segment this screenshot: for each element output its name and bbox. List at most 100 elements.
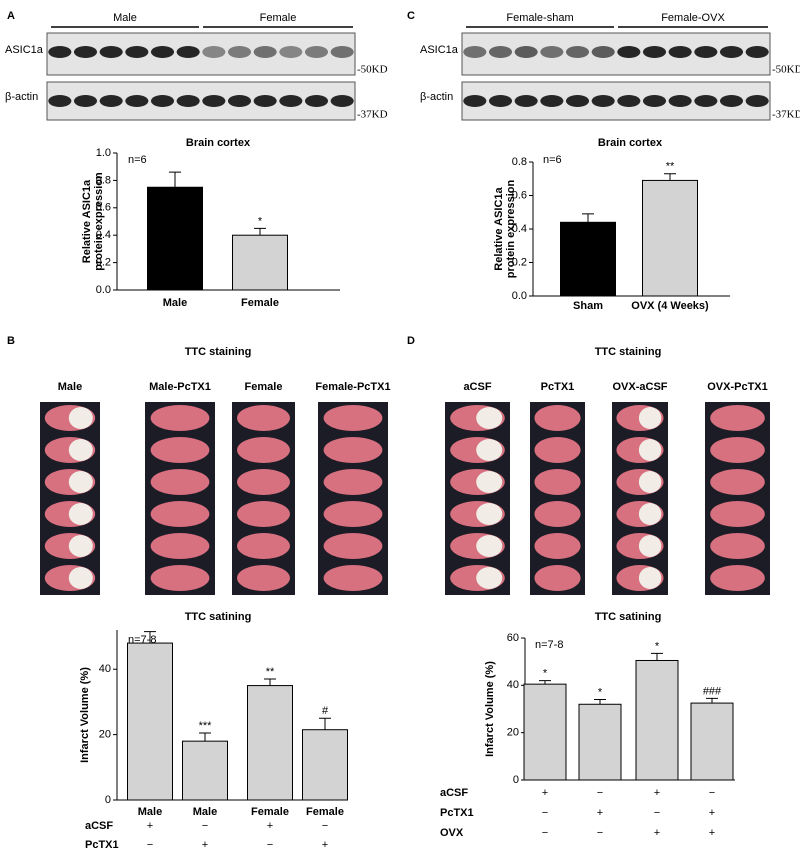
brain-slice bbox=[710, 405, 765, 431]
blot-group-label: Female-OVX bbox=[661, 12, 725, 24]
condition-sign: − bbox=[709, 787, 715, 799]
significance-mark: * bbox=[598, 686, 603, 698]
y-tick-label: 0 bbox=[513, 774, 519, 786]
brain-slice bbox=[323, 565, 383, 591]
brain-slice bbox=[323, 437, 383, 463]
blot-band bbox=[48, 95, 72, 107]
blot-box bbox=[46, 81, 356, 121]
infarct bbox=[68, 439, 93, 461]
blot-band bbox=[591, 46, 615, 58]
blot-band bbox=[617, 46, 641, 58]
infarct bbox=[476, 535, 503, 557]
blot-row-label: β-actin bbox=[5, 91, 38, 103]
bar bbox=[635, 659, 679, 781]
significance-mark: # bbox=[322, 705, 329, 717]
blot-band bbox=[540, 46, 564, 58]
condition-sign: + bbox=[542, 787, 548, 799]
blot-band bbox=[514, 46, 538, 58]
significance-mark: ** bbox=[666, 161, 675, 173]
blot-band bbox=[330, 46, 354, 58]
brain-slice bbox=[237, 565, 290, 591]
condition-sign: + bbox=[654, 787, 660, 799]
blot-band bbox=[227, 95, 252, 107]
error-bar bbox=[664, 173, 676, 181]
image-label: OVX-aCSF bbox=[612, 381, 667, 393]
image-label: OVX-PcTX1 bbox=[707, 381, 768, 393]
blot-band bbox=[304, 46, 329, 58]
blot-band bbox=[617, 95, 641, 107]
stain-image bbox=[612, 402, 668, 595]
brain-slice bbox=[534, 469, 581, 495]
blot-row-label: β-actin bbox=[420, 91, 453, 103]
brain-slice bbox=[237, 469, 290, 495]
infarct bbox=[638, 503, 662, 525]
blot-box bbox=[46, 32, 356, 76]
brain-slice bbox=[237, 405, 290, 431]
significance-mark: ### bbox=[703, 685, 722, 697]
y-tick-label: 20 bbox=[507, 727, 519, 739]
y-tick-label: 40 bbox=[507, 679, 519, 691]
condition-sign: + bbox=[597, 807, 603, 819]
stain-image bbox=[530, 402, 585, 595]
error-bar bbox=[582, 213, 594, 223]
brain-slice bbox=[237, 437, 290, 463]
bar bbox=[147, 186, 203, 291]
blot-band bbox=[279, 95, 303, 107]
image-label: Female-PcTX1 bbox=[315, 381, 390, 393]
blot-band bbox=[565, 46, 590, 58]
condition-sign: − bbox=[322, 820, 328, 832]
brain-slice bbox=[710, 437, 765, 463]
blot-band bbox=[176, 46, 200, 58]
size-marker: -37KD bbox=[772, 109, 800, 121]
stain-image bbox=[705, 402, 770, 595]
error-bar bbox=[706, 697, 718, 704]
sample-size: n=6 bbox=[128, 154, 147, 166]
y-axis-label: Relative ASIC1a bbox=[81, 179, 93, 263]
x-tick-label: Male bbox=[193, 806, 217, 818]
y-axis-label: protein expression bbox=[93, 172, 105, 271]
blot-band bbox=[694, 46, 718, 58]
blot-band bbox=[48, 46, 72, 58]
bar bbox=[642, 179, 698, 297]
blot-band bbox=[642, 95, 667, 107]
blot-band bbox=[73, 95, 98, 107]
infarct bbox=[476, 407, 503, 429]
y-tick-label: 0.4 bbox=[96, 229, 111, 241]
stain-image bbox=[445, 402, 510, 595]
condition-sign: − bbox=[267, 839, 273, 851]
condition-sign: + bbox=[202, 839, 208, 851]
infarct bbox=[638, 535, 662, 557]
brain-slice bbox=[237, 501, 290, 527]
condition-sign: − bbox=[597, 787, 603, 799]
condition-sign: + bbox=[709, 807, 715, 819]
blot-band bbox=[176, 95, 200, 107]
brain-slice bbox=[150, 437, 210, 463]
image-label: aCSF bbox=[463, 381, 491, 393]
infarct bbox=[476, 471, 503, 493]
blot-band bbox=[202, 95, 226, 107]
condition-sign: + bbox=[709, 827, 715, 839]
image-label: Male bbox=[58, 381, 82, 393]
blot-group-label: Female-sham bbox=[506, 12, 573, 24]
blot-band bbox=[330, 95, 354, 107]
brain-slice bbox=[150, 469, 210, 495]
blot-band bbox=[694, 95, 718, 107]
condition-sign: − bbox=[542, 807, 548, 819]
panel-title: TTC staining bbox=[595, 346, 662, 358]
x-tick-label: Male bbox=[163, 297, 187, 309]
blot-box bbox=[461, 32, 771, 76]
panel-letter: D bbox=[407, 335, 415, 347]
bar bbox=[247, 685, 293, 801]
error-bar bbox=[594, 699, 606, 705]
blot-band bbox=[514, 95, 538, 107]
blot-band bbox=[642, 46, 667, 58]
significance-mark: * bbox=[543, 668, 548, 680]
infarct bbox=[68, 503, 93, 525]
bar bbox=[302, 729, 348, 801]
y-tick-label: 0.2 bbox=[96, 257, 111, 269]
y-tick-label: 40 bbox=[99, 663, 111, 675]
bar bbox=[690, 702, 734, 781]
blot-band bbox=[202, 46, 226, 58]
stain-image bbox=[318, 402, 388, 595]
